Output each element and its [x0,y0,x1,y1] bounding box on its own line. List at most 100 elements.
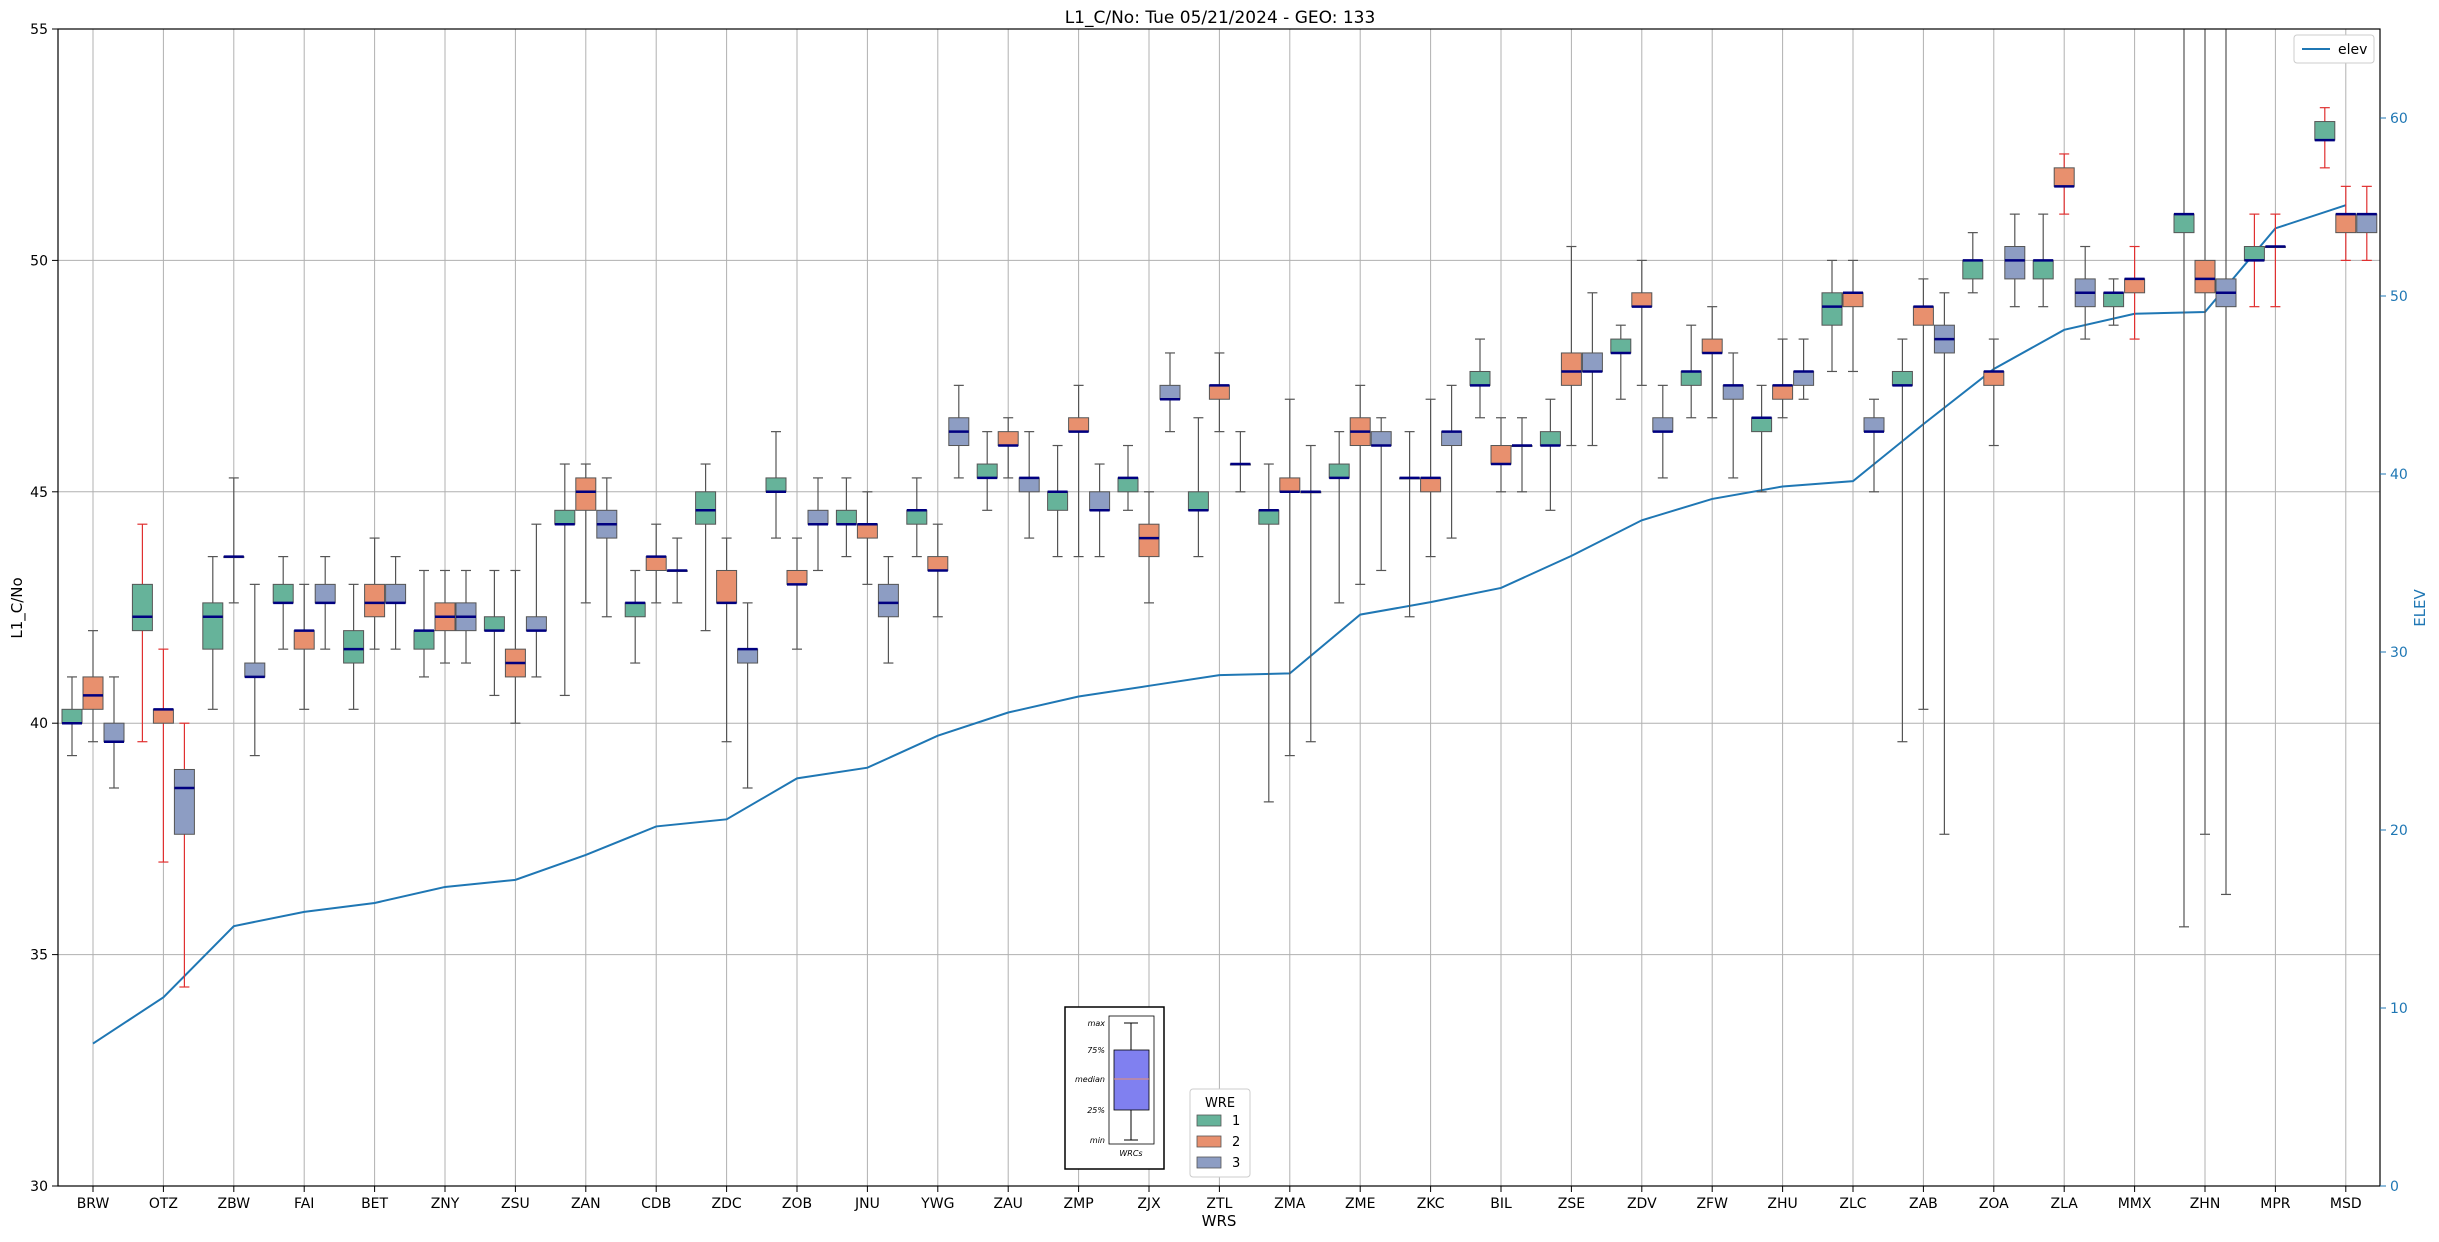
box-body [1821,292,1843,326]
box-ZMA-3 [1300,444,1322,743]
box-ZJX-1 [1117,444,1139,511]
x-tick-label: ZLC [1839,1196,1866,1212]
box-ZDC-3 [737,602,759,789]
box-ZMP-2 [1068,384,1090,558]
box-body [1539,431,1561,447]
box-body [1722,384,1744,400]
box-ZNY-2 [434,569,456,664]
box-body [293,630,315,650]
box-ZSU-3 [525,523,547,678]
inset-label: 75% [1087,1046,1105,1055]
box-body [1187,491,1209,511]
box-ZMP-1 [1047,444,1069,558]
box-YWG-3 [948,384,970,479]
x-tick-label: BIL [1490,1196,1512,1212]
y-tick-label: 45 [30,485,48,501]
box-body [1159,384,1181,400]
x-tick-label: JNU [854,1196,880,1212]
box-body [2004,246,2026,280]
box-MSD-2 [2335,185,2357,261]
box-body [61,708,83,724]
box-BRW-3 [103,676,125,789]
box-body [2314,121,2336,141]
box-FAI-3 [314,555,336,650]
box-ZNY-3 [455,569,477,664]
box-BIL-1 [1469,338,1491,419]
box-ZTL-3 [1229,431,1251,493]
y-tick-label: 50 [30,253,48,269]
box-ZOB-2 [786,537,808,650]
box-plots [61,29,2378,988]
x-tick-label: ZJX [1137,1196,1161,1212]
x-tick-label: ZMP [1064,1196,1094,1212]
box-ZDV-3 [1652,384,1674,479]
box-ZJX-3 [1159,352,1181,433]
box-ZKC-2 [1420,398,1442,558]
x-tick-label: MMX [2118,1196,2152,1212]
box-body [1610,338,1632,354]
box-OTZ-2 [152,648,174,863]
box-body [1117,477,1139,493]
box-body [1089,491,1111,511]
x-tick-label: ZBW [218,1196,251,1212]
box-body [1018,477,1040,493]
wre-legend-label-2: 2 [1232,1135,1240,1150]
elev-series [92,204,2347,1045]
box-JNU-1 [835,477,857,558]
x-tick-label: ZOA [1979,1196,2009,1212]
box-BRW-2 [82,630,104,743]
box-body [997,431,1019,447]
box-FAI-2 [293,583,315,710]
box-ZKC-3 [1441,384,1463,539]
box-ZHN-3 [2215,29,2237,896]
box-body [1912,306,1934,326]
box-body [1701,338,1723,354]
box-MMX-1 [2103,278,2125,326]
x-tick-label: ZSU [501,1196,530,1212]
box-body [807,509,829,525]
box-body [1279,477,1301,493]
x-tick-label: FAI [294,1196,314,1212]
box-body [1208,384,1230,400]
y2-axis-label: ELEV [2411,588,2429,626]
box-body [1962,259,1984,280]
x-tick-label: ZAU [993,1196,1022,1212]
box-ZBW-3 [244,583,266,757]
box-body [2243,246,2265,261]
box-ZOA-3 [2004,213,2026,308]
box-body [1983,370,2005,386]
box-ZHU-1 [1751,384,1773,493]
box-body [1560,352,1582,386]
inset-inner-frame [1108,1015,1155,1145]
box-ZMA-2 [1279,398,1301,757]
inset-box [1113,1049,1150,1111]
box-MSD-3 [2356,185,2378,261]
y2-tick-label: 30 [2390,645,2408,661]
inset-xlabel: WRCs [1119,1149,1142,1158]
box-body [737,648,759,664]
box-body [786,569,808,585]
box-body [152,708,174,724]
box-ZHU-2 [1772,338,1794,419]
x-tick-label: ZTL [1206,1196,1232,1212]
elev-legend-box [2293,34,2375,64]
box-ZMA-1 [1258,463,1280,803]
y-tick-label: 55 [30,22,48,38]
wre-legend-swatch-1 [1196,1114,1222,1127]
x-tick-label: BRW [77,1196,110,1212]
x-tick-label: ZDV [1627,1196,1657,1212]
box-body [272,583,294,604]
wre-legend-title: WRE [1205,1096,1235,1111]
inset-label: median [1075,1075,1105,1084]
box-ZHU-3 [1793,338,1815,400]
box-ZFW-3 [1722,352,1744,479]
x-tick-label: ZME [1345,1196,1376,1212]
box-ZME-2 [1349,384,1371,585]
box-body [835,509,857,525]
box-body [1751,417,1773,433]
box-body [856,523,878,539]
box-body [1047,491,1069,511]
box-ZSE-3 [1581,292,1603,447]
box-JNU-3 [877,555,899,664]
box-body [82,676,104,710]
